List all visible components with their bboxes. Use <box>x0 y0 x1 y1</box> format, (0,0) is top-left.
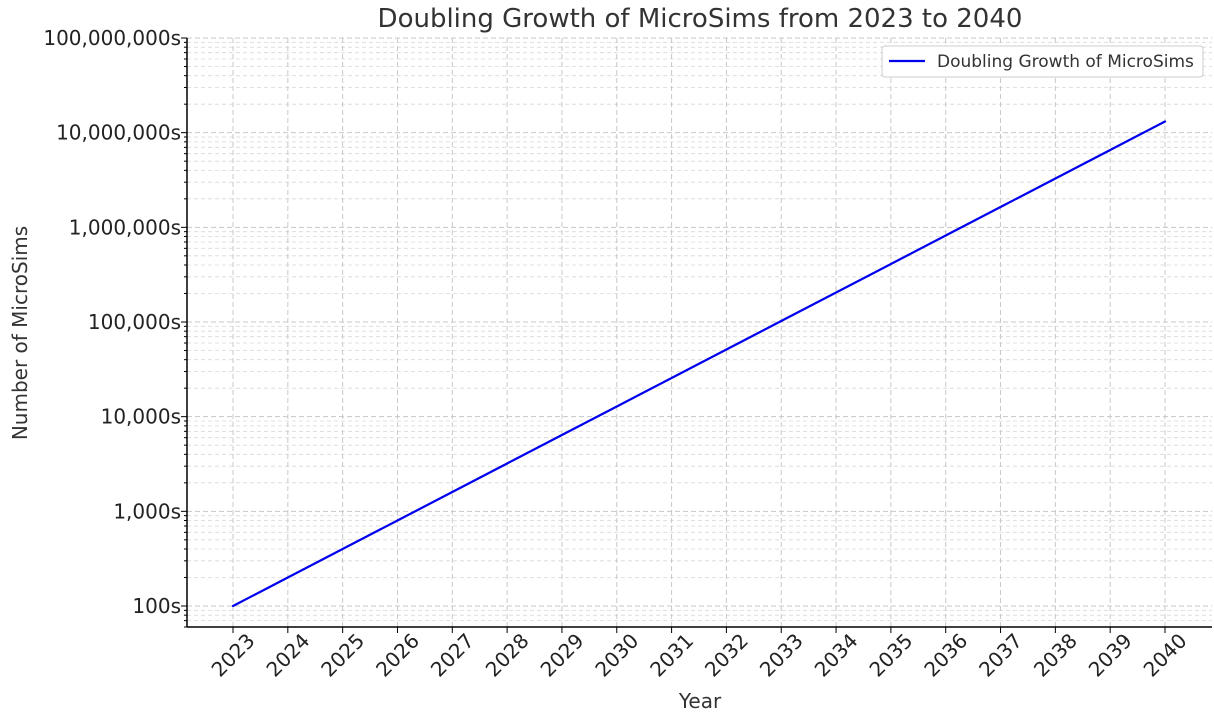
y-tick-label: 100,000,000s <box>43 26 181 50</box>
y-tick-label: 10,000s <box>101 405 181 429</box>
legend-box <box>881 45 1204 78</box>
x-tick-label: 2029 <box>536 629 589 682</box>
x-tick-label: 2026 <box>371 629 424 682</box>
y-axis-label: Number of MicroSims <box>8 226 32 440</box>
x-tick-label: 2034 <box>810 629 863 682</box>
x-ticks: 2023 2024 2025 2026 2027 2028 2029 2030 2031 2032… <box>207 627 1192 682</box>
y-tick-label: 1,000s <box>113 499 181 523</box>
y-tick-label: 10,000,000s <box>56 121 181 145</box>
x-tick-label: 2028 <box>481 629 534 682</box>
x-axis-label: Year <box>678 689 722 713</box>
series <box>231 120 1167 608</box>
x-tick-label: 2027 <box>426 629 479 682</box>
x-tick-label: 2023 <box>207 629 260 682</box>
y-tick-label: 1,000,000s <box>69 215 181 239</box>
y-ticks: 100s 1,000s 10,000s 100,000s 1,000,000s 10,00… <box>43 26 187 628</box>
x-tick-label: 2040 <box>1139 629 1192 682</box>
x-tick-label: 2038 <box>1029 629 1082 682</box>
series-line <box>231 120 1167 608</box>
x-tick-label: 2030 <box>590 629 643 682</box>
x-tick-label: 2024 <box>261 629 314 682</box>
x-tick-label: 2031 <box>645 629 698 682</box>
legend-label: Doubling Growth of MicroSims <box>937 52 1194 72</box>
grid <box>187 37 1212 628</box>
x-tick-label: 2033 <box>755 629 808 682</box>
x-tick-label: 2025 <box>316 629 369 682</box>
x-tick-label: 2036 <box>919 629 972 682</box>
y-tick-label: 100,000s <box>88 310 181 334</box>
x-tick-label: 2032 <box>700 629 753 682</box>
axes <box>186 38 1212 628</box>
x-tick-label: 2037 <box>974 629 1027 682</box>
x-tick-label: 2035 <box>864 629 917 682</box>
x-tick-label: 2039 <box>1084 629 1137 682</box>
chart-title: Doubling Growth of MicroSims from 2023 t… <box>378 4 1023 34</box>
y-tick-label: 100s <box>132 594 181 618</box>
legend: Doubling Growth of MicroSims <box>881 45 1204 78</box>
